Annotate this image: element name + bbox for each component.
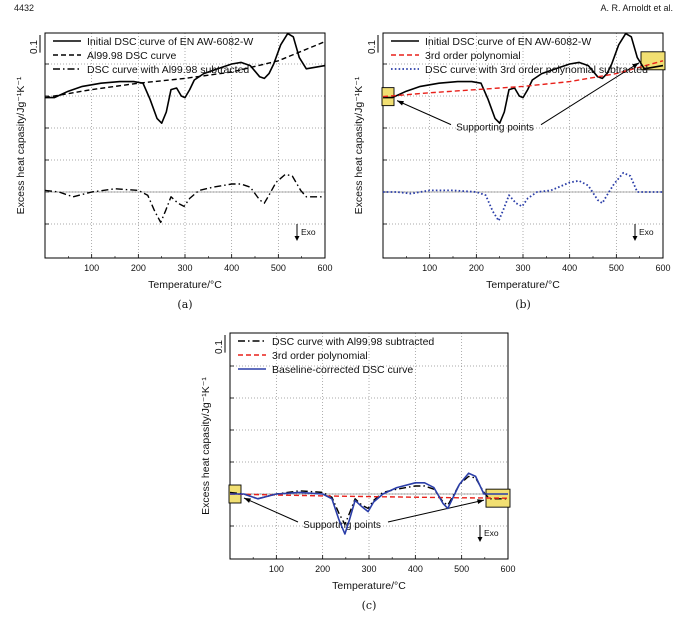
legend-label-2: 3rd order polynomial bbox=[425, 50, 521, 62]
series-line-1 bbox=[45, 32, 326, 124]
annotation-arrow-left bbox=[243, 497, 299, 523]
x-axis-label: Temperature/°C bbox=[332, 580, 406, 592]
chart-panel-2: 100 200 300 400 500 600 Temperature/°C Excess h… bbox=[353, 32, 671, 311]
x-tick-label: 100 bbox=[84, 263, 99, 273]
page-number: 4432 bbox=[14, 3, 35, 13]
series-line-1 bbox=[383, 32, 664, 124]
exo-arrow-head bbox=[294, 236, 300, 241]
x-tick-label: 200 bbox=[131, 263, 146, 273]
legend-label-3: Baseline-corrected DSC curve bbox=[272, 364, 413, 376]
chart-panel-3: 100 200 300 400 500 600 Temperature/°C Excess h… bbox=[200, 332, 516, 612]
series-line-2 bbox=[229, 493, 509, 499]
x-tick-label: 600 bbox=[317, 263, 332, 273]
exo-label: Exo bbox=[639, 227, 654, 237]
x-tick-label: 200 bbox=[469, 263, 484, 273]
x-tick-label: 200 bbox=[315, 564, 330, 574]
x-tick-label: 100 bbox=[269, 564, 284, 574]
legend-label-1: Initial DSC curve of EN AW-6082-W bbox=[87, 36, 253, 48]
annotation-arrow-left bbox=[396, 100, 452, 126]
x-tick-label: 500 bbox=[271, 263, 286, 273]
x-tick-label: 100 bbox=[422, 263, 437, 273]
y-axis-label: Excess heat capasity/Jg⁻¹K⁻¹ bbox=[353, 76, 365, 214]
scale-bar-label: 0.1 bbox=[214, 340, 225, 354]
x-tick-label: 500 bbox=[609, 263, 624, 273]
legend-label-3: DSC curve with 3rd order polynomial subt… bbox=[425, 64, 648, 76]
legend-label-3: DSC curve with Al99.98 subtracted bbox=[87, 64, 249, 76]
x-tick-label: 400 bbox=[408, 564, 423, 574]
y-axis-label: Excess heat capasity/Jg⁻¹K⁻¹ bbox=[15, 76, 27, 214]
panel-label: (b) bbox=[515, 298, 531, 311]
x-tick-label: 400 bbox=[224, 263, 239, 273]
scale-bar-label: 0.1 bbox=[29, 40, 40, 54]
panel-label: (c) bbox=[362, 599, 377, 612]
annotation-arrow-left-head bbox=[244, 498, 251, 503]
legend-label-2: Al99.98 DSC curve bbox=[87, 50, 176, 62]
series-line-3 bbox=[44, 173, 325, 224]
series-line-2 bbox=[44, 40, 326, 99]
x-tick-label: 300 bbox=[177, 263, 192, 273]
x-tick-label: 600 bbox=[500, 564, 515, 574]
y-axis-label: Excess heat capasity/Jg⁻¹K⁻¹ bbox=[200, 377, 212, 515]
legend-label-2: 3rd order polynomial bbox=[272, 350, 368, 362]
annotation-arrow-right-head bbox=[477, 499, 484, 504]
x-axis-label: Temperature/°C bbox=[486, 279, 560, 291]
annotation-arrow-right bbox=[387, 499, 485, 523]
x-tick-label: 600 bbox=[655, 263, 670, 273]
exo-label: Exo bbox=[484, 528, 499, 538]
x-tick-label: 300 bbox=[361, 564, 376, 574]
x-tick-label: 400 bbox=[562, 263, 577, 273]
chart-panel-1: 100 200 300 400 500 600 Temperature/°C Excess h… bbox=[15, 32, 333, 311]
x-tick-label: 300 bbox=[515, 263, 530, 273]
exo-label: Exo bbox=[301, 227, 316, 237]
legend-label-1: Initial DSC curve of EN AW-6082-W bbox=[425, 36, 591, 48]
exo-arrow-head bbox=[632, 236, 638, 241]
series-line-3 bbox=[383, 171, 663, 222]
x-tick-label: 500 bbox=[454, 564, 469, 574]
panel-label: (a) bbox=[177, 298, 192, 311]
annotation-arrow-right bbox=[540, 62, 640, 126]
annotation-arrow-left-head bbox=[397, 100, 404, 106]
x-axis-label: Temperature/°C bbox=[148, 279, 222, 291]
running-author: A. R. Arnoldt et al. bbox=[600, 3, 673, 13]
supporting-points-annotation: Supporting points bbox=[456, 123, 534, 134]
scale-bar-label: 0.1 bbox=[367, 40, 378, 54]
exo-arrow-head bbox=[477, 537, 483, 542]
legend-label-1: DSC curve with Al99.98 subtracted bbox=[272, 336, 434, 348]
series-line-2 bbox=[382, 60, 664, 98]
series-line-3 bbox=[230, 472, 508, 535]
annotation-arrow-right-head bbox=[632, 62, 639, 69]
